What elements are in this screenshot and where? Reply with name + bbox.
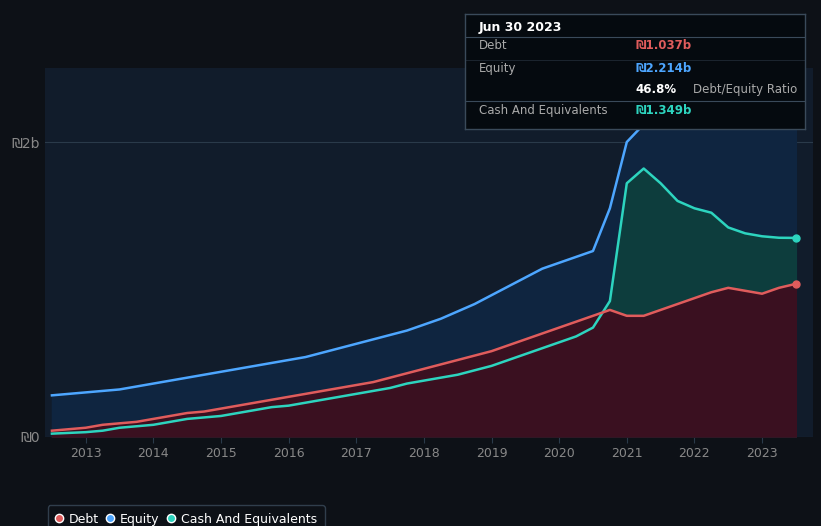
Text: Equity: Equity [479,62,516,75]
Text: ₪1.037b: ₪1.037b [635,39,691,52]
Text: ₪2.214b: ₪2.214b [635,62,691,75]
Text: Debt/Equity Ratio: Debt/Equity Ratio [693,83,797,96]
Text: 46.8%: 46.8% [635,83,677,96]
Text: Cash And Equivalents: Cash And Equivalents [479,104,608,117]
Text: ₪1.349b: ₪1.349b [635,104,691,117]
Text: Jun 30 2023: Jun 30 2023 [479,21,562,34]
Text: Debt: Debt [479,39,507,52]
Legend: Debt, Equity, Cash And Equivalents: Debt, Equity, Cash And Equivalents [48,505,324,526]
